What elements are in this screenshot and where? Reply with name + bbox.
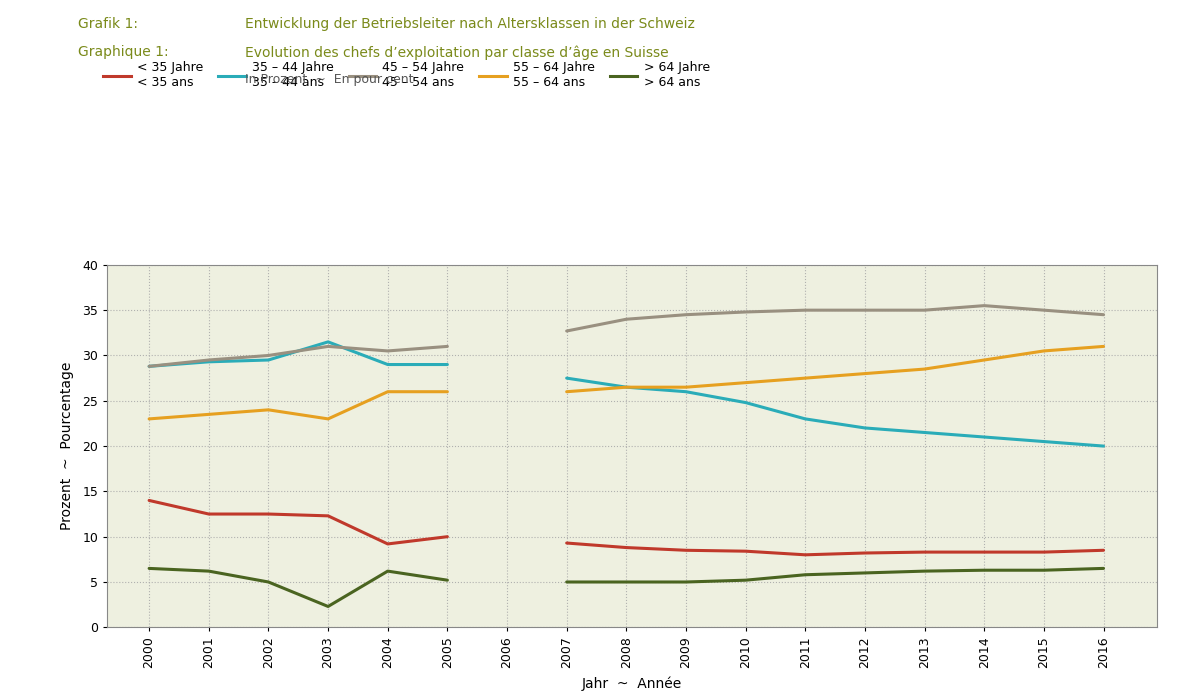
Text: Grafik 1:: Grafik 1: xyxy=(78,17,137,31)
Text: Entwicklung der Betriebsleiter nach Altersklassen in der Schweiz: Entwicklung der Betriebsleiter nach Alte… xyxy=(245,17,694,31)
X-axis label: Jahr  ~  Année: Jahr ~ Année xyxy=(582,677,682,691)
Text: In Prozent  ~  En pour cent: In Prozent ~ En pour cent xyxy=(245,73,413,86)
Y-axis label: Prozent  ~  Pourcentage: Prozent ~ Pourcentage xyxy=(60,362,74,530)
Text: Evolution des chefs d’exploitation par classe d’âge en Suisse: Evolution des chefs d’exploitation par c… xyxy=(245,45,668,60)
Text: Graphique 1:: Graphique 1: xyxy=(78,45,168,59)
Legend: < 35 Jahre
< 35 ans, 35 – 44 Jahre
35 – 44 ans, 45 – 54 Jahre
45 – 54 ans, 55 – : < 35 Jahre < 35 ans, 35 – 44 Jahre 35 – … xyxy=(103,61,710,89)
